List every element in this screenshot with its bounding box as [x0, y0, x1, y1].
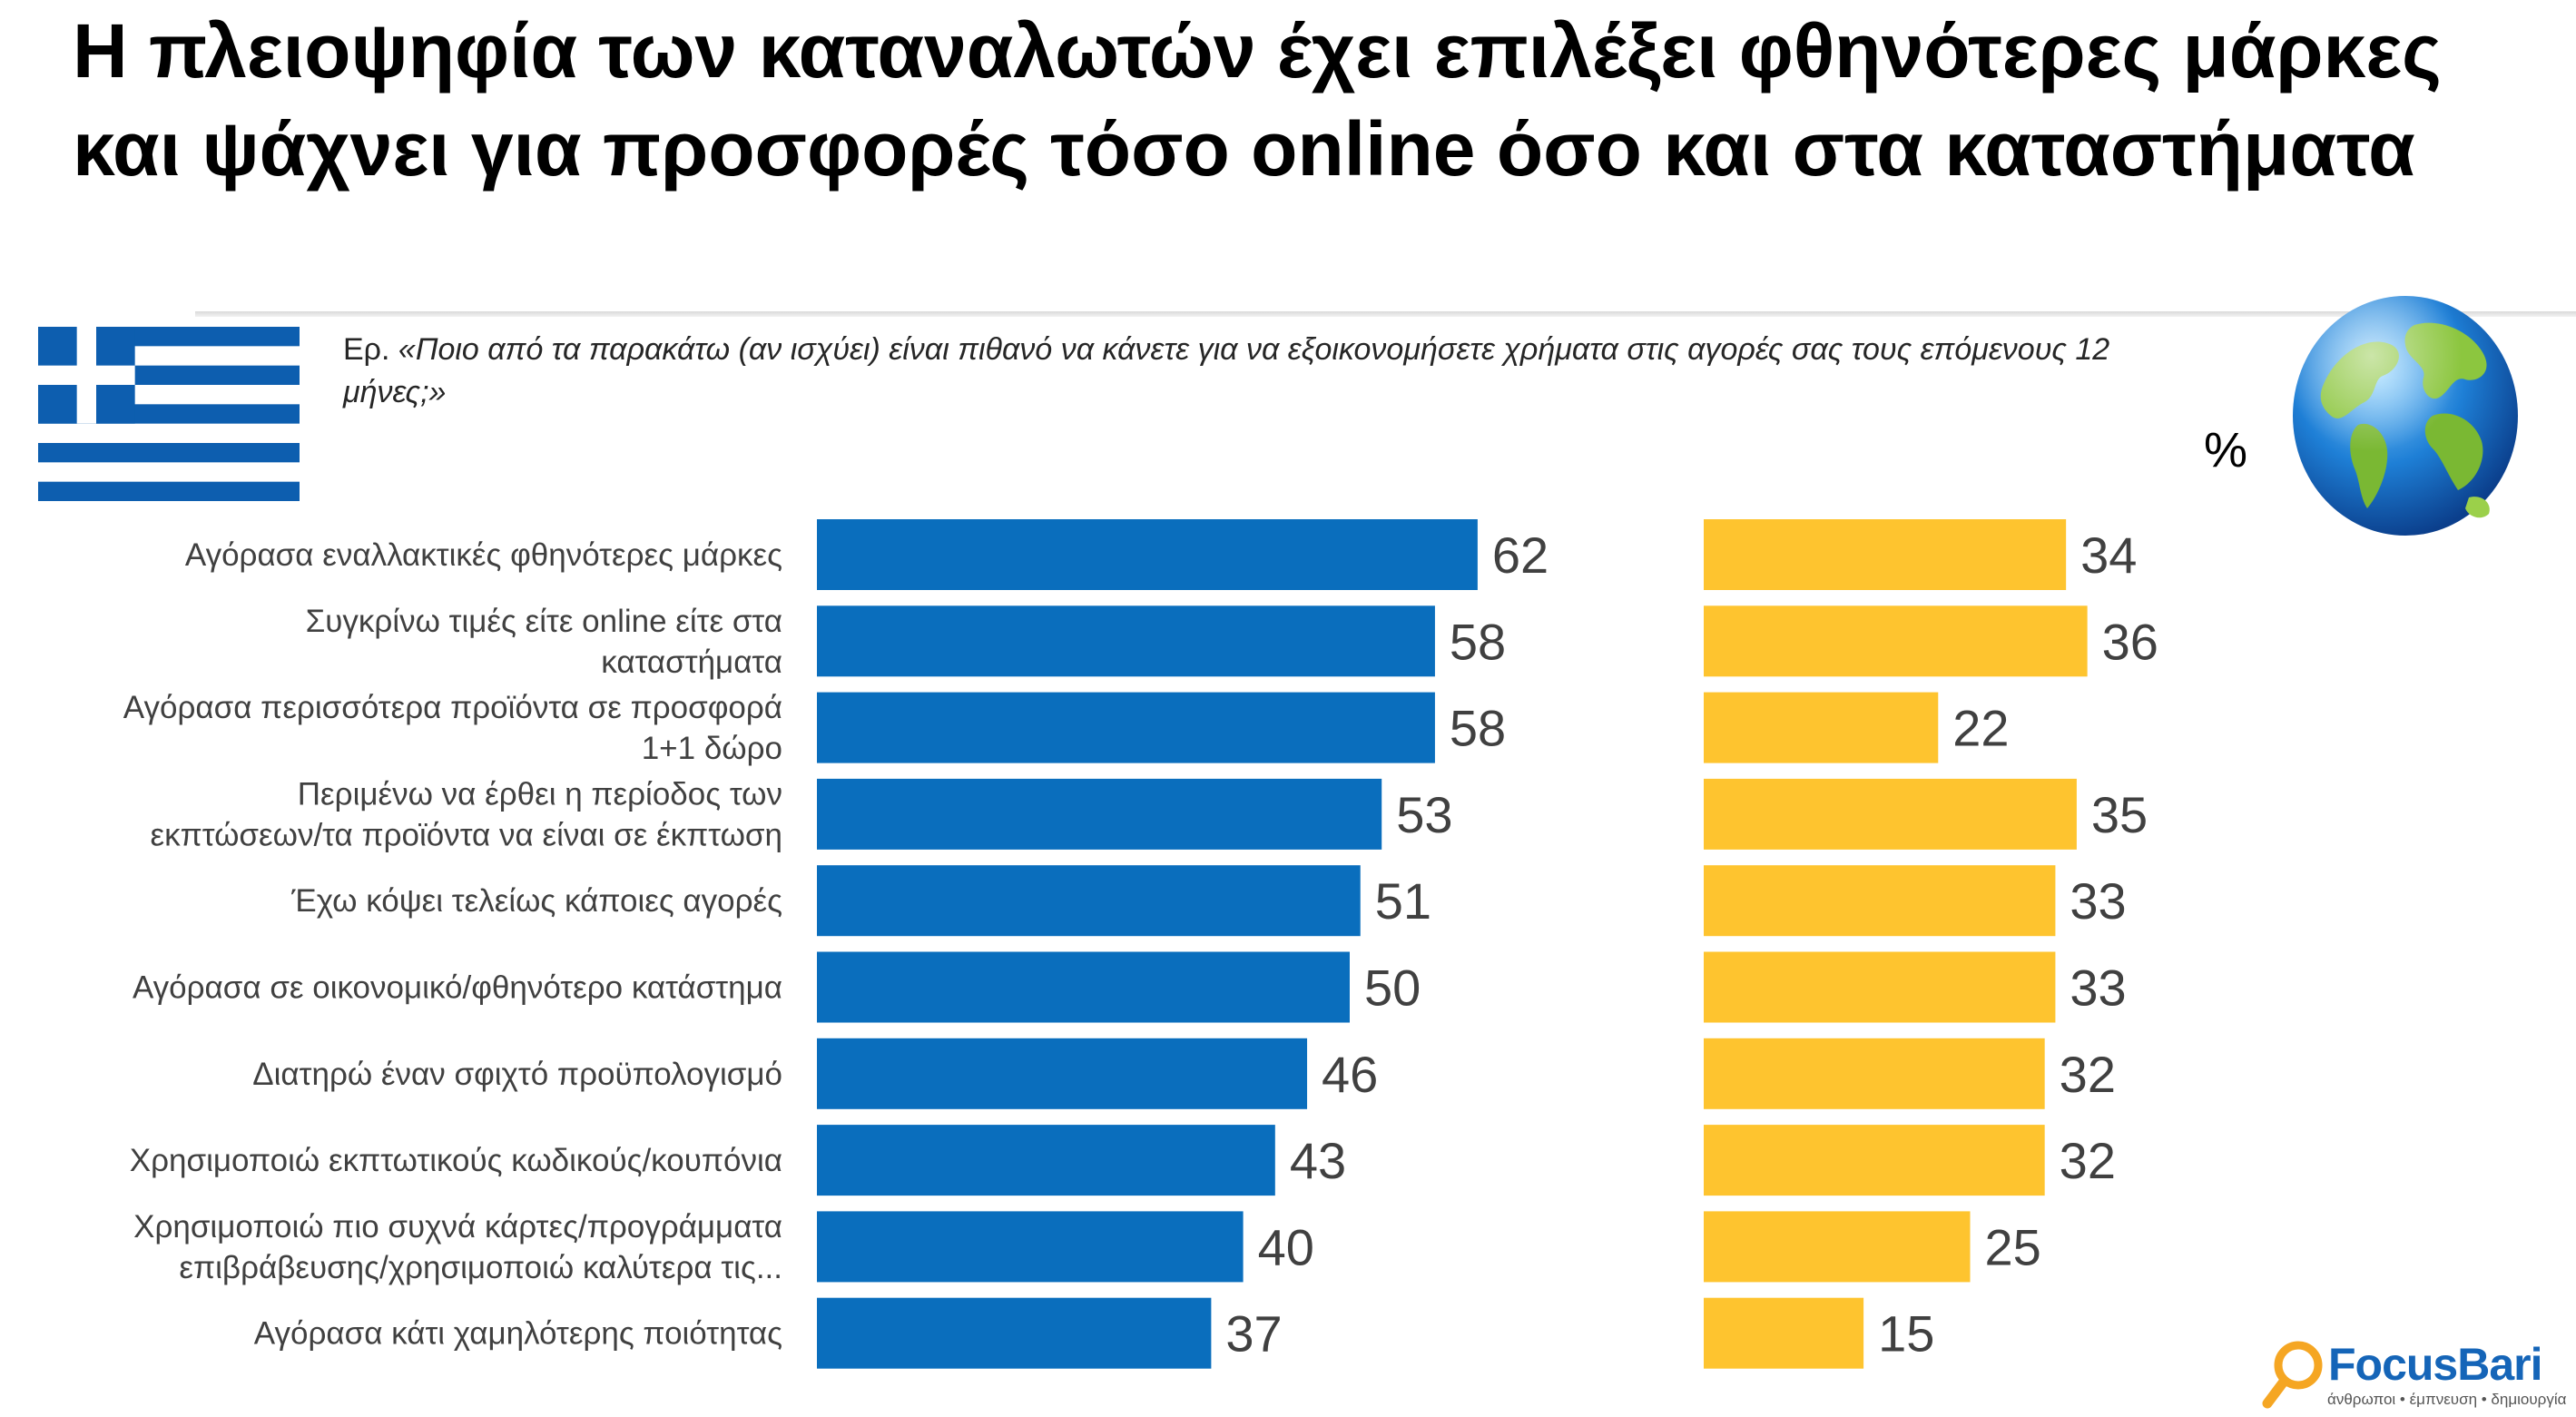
- bar-global: [1704, 1038, 2045, 1109]
- category-label-line: Αγόρασα περισσότερα προϊόντα σε προσφορά: [123, 690, 782, 725]
- data-label-greece: 51: [1375, 872, 1431, 930]
- category-label-line: Διατηρώ έναν σφιχτό προϋπολογισμό: [252, 1057, 782, 1092]
- category-label-line: Αγόρασα κάτι χαμηλότερης ποιότητας: [254, 1316, 782, 1352]
- category-label: Διατηρώ έναν σφιχτό προϋπολογισμό: [252, 1057, 782, 1092]
- category-label: Έχω κόψει τελείως κάποιες αγορές: [290, 883, 782, 919]
- bar-greece: [817, 951, 1350, 1023]
- data-label-greece: 46: [1322, 1046, 1378, 1103]
- bar-greece: [817, 1038, 1308, 1109]
- greece-flag-icon: [38, 327, 300, 501]
- bar-global: [1704, 1125, 2045, 1196]
- category-label: Περιμένω να έρθει η περίοδος των εκπτώσεω…: [151, 776, 782, 852]
- bar-greece: [817, 1297, 1212, 1369]
- bar-global: [1704, 1297, 1864, 1369]
- category-label: Αγόρασα κάτι χαμηλότερης ποιότητας: [254, 1316, 782, 1352]
- data-label-greece: 40: [1258, 1218, 1314, 1275]
- data-label-global: 15: [1878, 1305, 1934, 1363]
- category-label-line: καταστήματα: [601, 645, 782, 680]
- category-label-line: Συγκρίνω τιμές είτε online είτε στα: [306, 604, 782, 639]
- logo-tagline: άνθρωποι • έμπνευση • δημιουργία: [2327, 1391, 2567, 1408]
- bar-greece: [817, 1125, 1275, 1196]
- bar-greece: [817, 778, 1382, 850]
- data-label-global: 32: [2060, 1046, 2116, 1103]
- focusbari-logo: FocusBari άνθρωποι • έμπνευση • δημιουργ…: [2260, 1336, 2566, 1412]
- data-label-greece: 37: [1225, 1305, 1282, 1363]
- bar-global: [1704, 778, 2077, 850]
- bar-greece: [817, 519, 1478, 590]
- bar-greece: [817, 692, 1435, 763]
- bar-global: [1704, 1211, 1971, 1283]
- category-label-line: Αγόρασα εναλλακτικές φθηνότερες μάρκες: [185, 537, 782, 573]
- data-label-global: 34: [2080, 526, 2137, 584]
- data-label-global: 33: [2070, 872, 2126, 930]
- category-label: Συγκρίνω τιμές είτε online είτε στα κατασ…: [306, 604, 782, 680]
- data-label-greece: 58: [1450, 700, 1506, 757]
- data-label-greece: 58: [1450, 613, 1506, 670]
- data-label-greece: 50: [1364, 959, 1421, 1017]
- question-text: «Ποιο από τα παρακάτω (αν ισχύει) είναι …: [343, 332, 2110, 409]
- category-label-line: Περιμένω να έρθει η περίοδος των: [298, 776, 782, 812]
- category-label-line: επιβράβευσης/χρησιμοποιώ καλύτερα τις...: [179, 1250, 782, 1285]
- bar-global: [1704, 865, 2056, 937]
- data-label-global: 25: [1985, 1218, 2041, 1275]
- category-label-line: Αγόρασα σε οικονομικό/φθηνότερο κατάστημ…: [133, 970, 782, 1006]
- category-label: Χρησιμοποιώ εκπτωτικούς κωδικούς/κουπόνι…: [130, 1143, 782, 1178]
- category-label-line: εκπτώσεων/τα προϊόντα να είναι σε έκπτωσ…: [151, 817, 782, 852]
- bar-greece: [817, 605, 1435, 677]
- question-prefix: Ερ.: [343, 332, 390, 367]
- category-label-line: 1+1 δώρο: [642, 731, 782, 766]
- bar-greece: [817, 1211, 1244, 1283]
- category-label-line: Έχω κόψει τελείως κάποιες αγορές: [290, 883, 782, 919]
- category-label-line: Χρησιμοποιώ εκπτωτικούς κωδικούς/κουπόνι…: [130, 1143, 782, 1178]
- data-label-greece: 53: [1396, 786, 1452, 843]
- bar-greece: [817, 865, 1361, 937]
- category-label: Χρησιμοποιώ πιο συχνά κάρτες/προγράμματα…: [133, 1209, 782, 1285]
- category-label: Αγόρασα εναλλακτικές φθηνότερες μάρκες: [185, 537, 782, 573]
- title-divider: [195, 311, 2576, 317]
- logo-text: FocusBari: [2328, 1339, 2543, 1390]
- bar-global: [1704, 951, 2056, 1023]
- globe-icon: [2293, 296, 2518, 536]
- bar-global: [1704, 519, 2067, 590]
- data-label-greece: 62: [1492, 526, 1549, 584]
- page-title: Η πλειοψηφία των καταναλωτών έχει επιλέξ…: [73, 8, 2442, 192]
- data-label-global: 33: [2070, 959, 2126, 1017]
- survey-question: Ερ. «Ποιο από τα παρακάτω (αν ισχύει) εί…: [343, 329, 2113, 414]
- data-label-global: 32: [2060, 1132, 2116, 1189]
- category-label: Αγόρασα περισσότερα προϊόντα σε προσφορά…: [123, 690, 782, 766]
- category-label-line: Χρησιμοποιώ πιο συχνά κάρτες/προγράμματα: [133, 1209, 782, 1245]
- data-label-global: 22: [1952, 700, 2009, 757]
- bar-global: [1704, 605, 2088, 677]
- bar-global: [1704, 692, 1939, 763]
- category-label: Αγόρασα σε οικονομικό/φθηνότερο κατάστημ…: [133, 970, 782, 1006]
- magnifier-logo-icon: [2262, 1341, 2323, 1409]
- data-label-global: 35: [2091, 786, 2148, 843]
- unit-label: %: [2204, 423, 2248, 477]
- data-label-global: 36: [2102, 613, 2158, 670]
- data-label-greece: 43: [1290, 1132, 1346, 1189]
